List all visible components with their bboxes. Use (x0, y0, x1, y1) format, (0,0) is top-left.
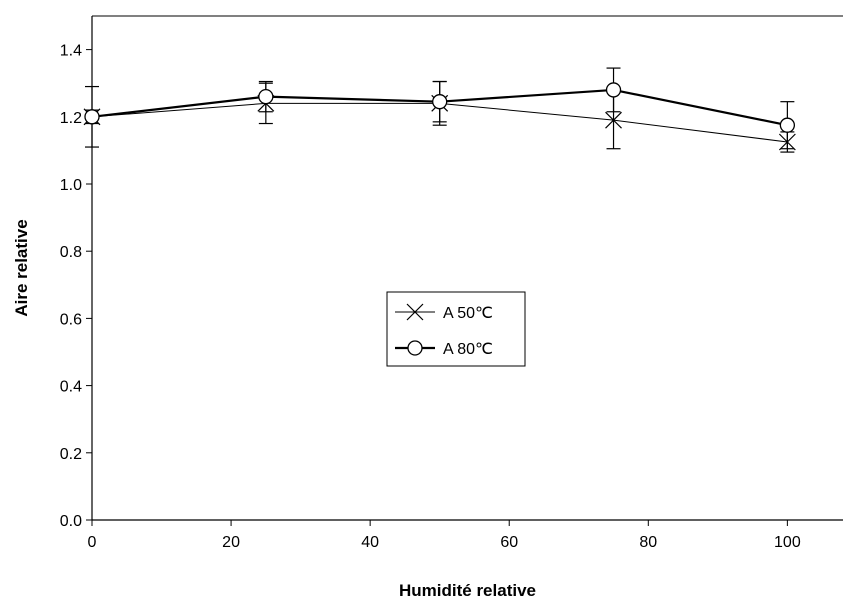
y-tick-label: 0.6 (60, 311, 82, 328)
y-tick-label: 1.4 (60, 43, 82, 60)
legend-label: A 80℃ (443, 341, 493, 358)
ticks: 0.0 0.2 0.4 0.6 0.8 1.0 1.2 1.4 0 20 40 60 80 100 (60, 43, 801, 551)
y-axis-title: Aire relative (12, 219, 31, 316)
y-tick-label: 0.2 (60, 446, 82, 463)
legend-label: A 50℃ (443, 305, 493, 322)
series-layer (83, 67, 796, 153)
x-tick-label: 40 (361, 534, 379, 551)
circle-marker (258, 88, 274, 105)
y-tick-label: 1.0 (60, 177, 82, 194)
y-tick-label: 1.2 (60, 110, 82, 127)
circle-marker (84, 109, 100, 125)
y-tick-label: 0.8 (60, 244, 82, 261)
x-marker (605, 111, 622, 129)
x-tick-label: 20 (222, 534, 240, 551)
circle-marker (407, 340, 423, 356)
x-tick-label: 80 (639, 534, 657, 551)
x-marker (406, 303, 424, 321)
y-tick-label: 0.0 (60, 513, 82, 530)
series-a-80 (84, 67, 796, 150)
axes (91, 15, 843, 521)
x-tick-label: 100 (774, 534, 801, 551)
y-tick-label: 0.4 (60, 379, 82, 396)
circle-marker (432, 94, 448, 110)
x-tick-label: 0 (88, 534, 97, 551)
x-tick-label: 60 (500, 534, 518, 551)
legend: A 50℃ A 80℃ (386, 291, 526, 367)
circle-marker (605, 82, 622, 98)
circle-marker (779, 117, 796, 133)
x-axis-title: Humidité relative (399, 581, 536, 600)
